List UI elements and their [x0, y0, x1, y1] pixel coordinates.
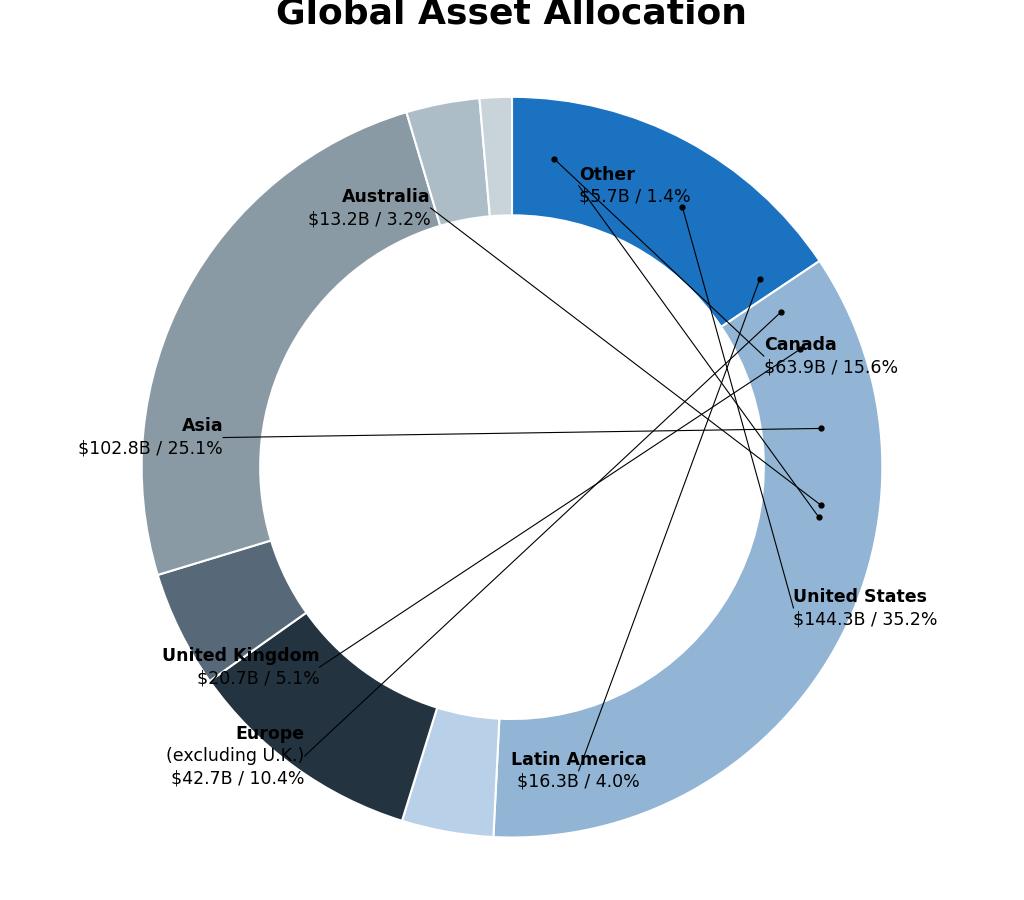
Wedge shape	[141, 112, 440, 575]
Text: $13.2B / 3.2%: $13.2B / 3.2%	[308, 210, 430, 228]
Text: United Kingdom: United Kingdom	[162, 647, 319, 665]
Text: United States: United States	[794, 588, 928, 606]
Text: (excluding U.K.): (excluding U.K.)	[166, 747, 304, 765]
Wedge shape	[402, 707, 500, 837]
Text: Latin America: Latin America	[511, 751, 646, 769]
Text: $42.7B / 10.4%: $42.7B / 10.4%	[171, 770, 304, 788]
Wedge shape	[479, 97, 512, 216]
Text: $5.7B / 1.4%: $5.7B / 1.4%	[579, 188, 690, 206]
Text: Australia: Australia	[342, 188, 430, 206]
Text: Global Asset Allocation: Global Asset Allocation	[276, 0, 748, 31]
Text: $102.8B / 25.1%: $102.8B / 25.1%	[79, 439, 223, 457]
Text: Asia: Asia	[181, 418, 223, 436]
Text: Other: Other	[579, 166, 635, 184]
Wedge shape	[494, 261, 883, 838]
Text: $144.3B / 35.2%: $144.3B / 35.2%	[794, 610, 938, 628]
Wedge shape	[210, 613, 437, 821]
Text: Canada: Canada	[764, 336, 837, 354]
Wedge shape	[158, 541, 306, 681]
Wedge shape	[407, 98, 489, 226]
Text: $63.9B / 15.6%: $63.9B / 15.6%	[764, 358, 898, 376]
Text: $16.3B / 4.0%: $16.3B / 4.0%	[517, 773, 640, 791]
Text: Europe: Europe	[236, 724, 304, 742]
Wedge shape	[512, 97, 819, 327]
Text: $20.7B / 5.1%: $20.7B / 5.1%	[197, 670, 319, 688]
